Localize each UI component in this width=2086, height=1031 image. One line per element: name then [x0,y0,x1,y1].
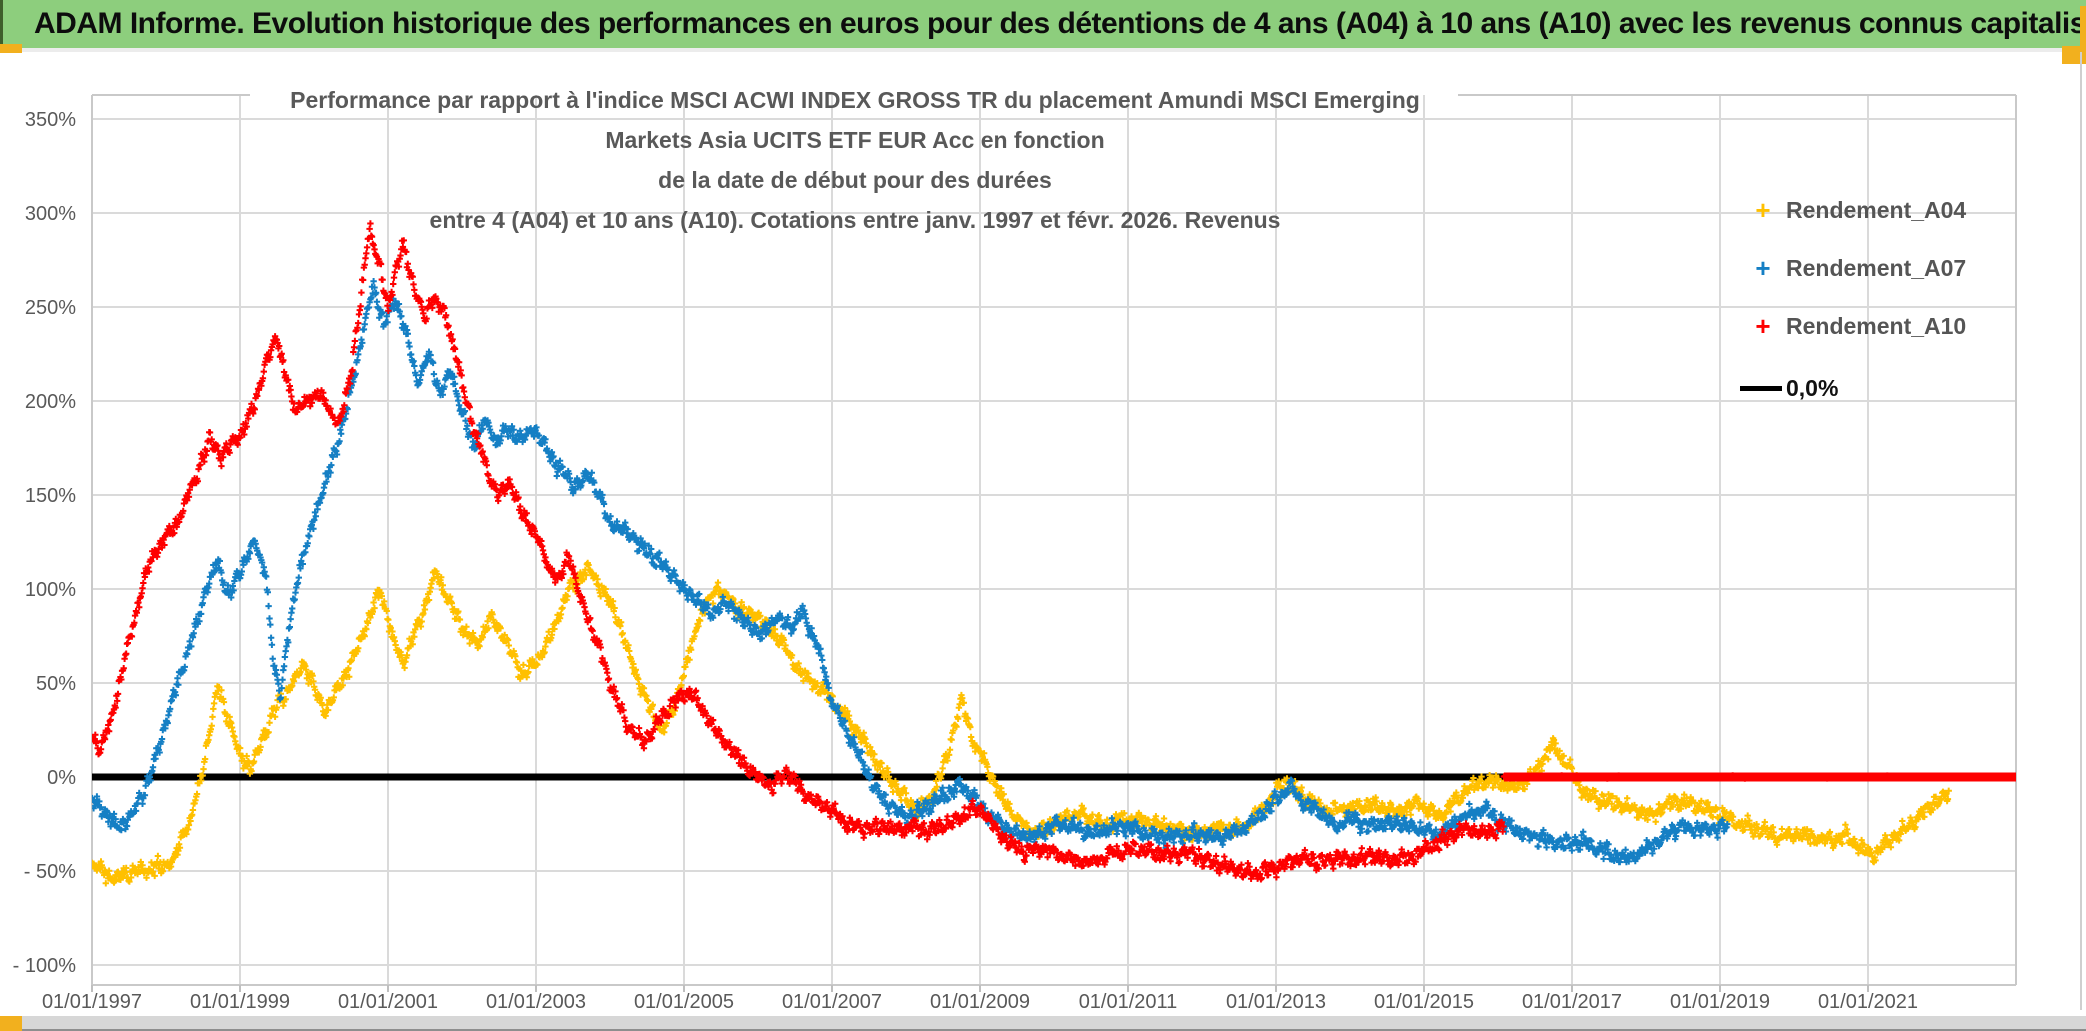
x-axis-tick-label: 01/01/2013 [1226,991,1326,1013]
x-axis-tick-label: 01/01/2011 [1079,991,1178,1013]
y-axis-tick-label: 250% [25,297,76,319]
x-axis-tick-label: 01/01/2009 [930,991,1030,1013]
x-axis-tick-label: 01/01/2017 [1522,991,1622,1013]
title-bar-shadow [0,48,2086,52]
chart-object-border [2080,52,2082,1010]
x-axis-tick-label: 01/01/2007 [782,991,882,1013]
y-axis-tick-label: - 100% [13,955,77,977]
x-axis-tick-label: 01/01/2005 [634,991,734,1013]
series-points-rendement_a10[interactable] [89,220,1507,883]
plus-marker-icon: + [1755,195,1771,225]
chart-title-line-2: de la date de début pour des durées [658,167,1052,193]
x-axis-tick-label: 01/01/1997 [42,991,142,1013]
plus-marker-icon: + [1755,253,1771,283]
y-axis-tick-label: 50% [36,673,76,695]
y-axis-tick-label: 100% [25,579,76,601]
legend-label: Rendement_A10 [1786,312,1967,339]
accent-marker-top-right-v [2080,6,2086,50]
legend-label: Rendement_A07 [1786,254,1967,281]
bottom-status-strip [0,1016,2086,1031]
legend-item-zero-line[interactable]: 0,0% [1740,368,1838,408]
y-axis-tick-label: - 50% [24,861,76,883]
zero-line-swatch-icon [1740,385,1782,391]
legend-label: 0,0% [1786,374,1839,401]
legend-item-rendement-a07[interactable]: + Rendement_A07 [1740,248,1966,288]
legend-item-rendement-a04[interactable]: + Rendement_A04 [1740,190,1966,230]
x-axis-tick-label: 01/01/2003 [486,991,586,1013]
y-axis-tick-label: 200% [25,391,76,413]
x-axis-tick-label: 01/01/2019 [1670,991,1770,1013]
page-title: ADAM Informe. Evolution historique des p… [34,7,2086,40]
x-axis-tick-label: 01/01/2001 [338,991,438,1013]
x-axis-tick-label: 01/01/2021 [1818,991,1918,1013]
legend-item-rendement-a10[interactable]: + Rendement_A10 [1740,306,1966,346]
accent-marker-bottom-left [0,1016,22,1031]
y-axis-tick-label: 150% [25,485,76,507]
x-axis-tick-label: 01/01/1999 [190,991,290,1013]
series-points-rendement_a07[interactable] [89,278,1731,866]
y-axis-tick-label: 0% [47,767,76,789]
accent-marker-top-left [0,44,22,53]
title-bar: ADAM Informe. Evolution historique des p… [0,0,2086,48]
left-edge-strip [0,0,3,48]
legend-label: Rendement_A04 [1786,196,1967,223]
plus-marker-icon: + [1755,311,1771,341]
chart-title: Performance par rapport à l'indice MSCI … [250,80,1460,240]
x-axis-tick-label: 01/01/2015 [1374,991,1474,1013]
chart-title-line-1: Performance par rapport à l'indice MSCI … [290,87,1420,153]
series-flat-points-rendement_a10[interactable] [1500,772,2019,782]
chart-title-line-3: entre 4 (A04) et 10 ans (A10). Cotations… [429,207,1281,233]
y-axis-tick-label: 300% [25,203,76,225]
y-axis-tick-label: 350% [25,109,76,131]
